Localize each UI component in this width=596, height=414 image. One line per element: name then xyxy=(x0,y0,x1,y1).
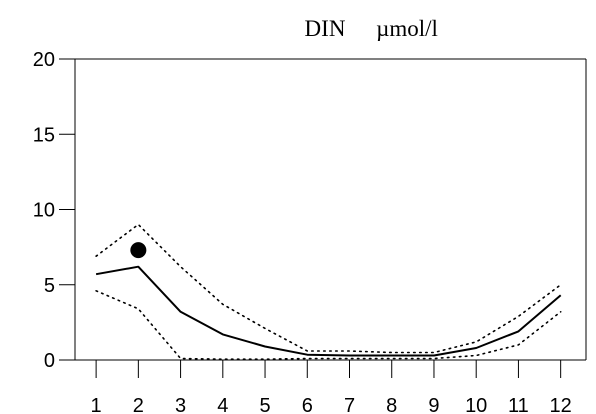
x-tick-label: 10 xyxy=(465,395,487,414)
x-axis: 1 2 3 4 5 6 7 8 9 10 11 12 xyxy=(91,360,572,414)
bound-line-dotted xyxy=(95,289,562,361)
x-tick-label: 7 xyxy=(344,395,355,414)
x-tick-label: 5 xyxy=(259,395,270,414)
chart-unit: µmol/l xyxy=(376,16,438,41)
y-tick-label: 10 xyxy=(33,200,55,222)
y-tick-label: 5 xyxy=(44,275,55,297)
bound-line-dotted xyxy=(95,223,562,354)
data-point-marker xyxy=(130,242,147,259)
y-tick-label: 0 xyxy=(44,350,55,372)
x-tick-label: 12 xyxy=(550,395,572,414)
y-tick-label: 15 xyxy=(33,124,55,146)
plot-frame xyxy=(74,58,587,361)
x-tick-label: 11 xyxy=(508,395,529,414)
x-tick-label: 1 xyxy=(91,395,102,414)
x-tick-label: 8 xyxy=(386,395,397,414)
x-tick-label: 3 xyxy=(175,395,186,414)
mean-line xyxy=(95,265,562,357)
y-axis: 0 5 10 15 20 xyxy=(33,49,75,372)
x-tick-label: 9 xyxy=(428,395,439,414)
y-tick-label: 20 xyxy=(33,49,55,71)
x-tick-label: 2 xyxy=(133,395,144,414)
x-tick-label: 4 xyxy=(217,395,228,414)
chart-title: DIN xyxy=(305,16,346,41)
series-group xyxy=(95,223,562,361)
x-tick-label: 6 xyxy=(302,395,313,414)
